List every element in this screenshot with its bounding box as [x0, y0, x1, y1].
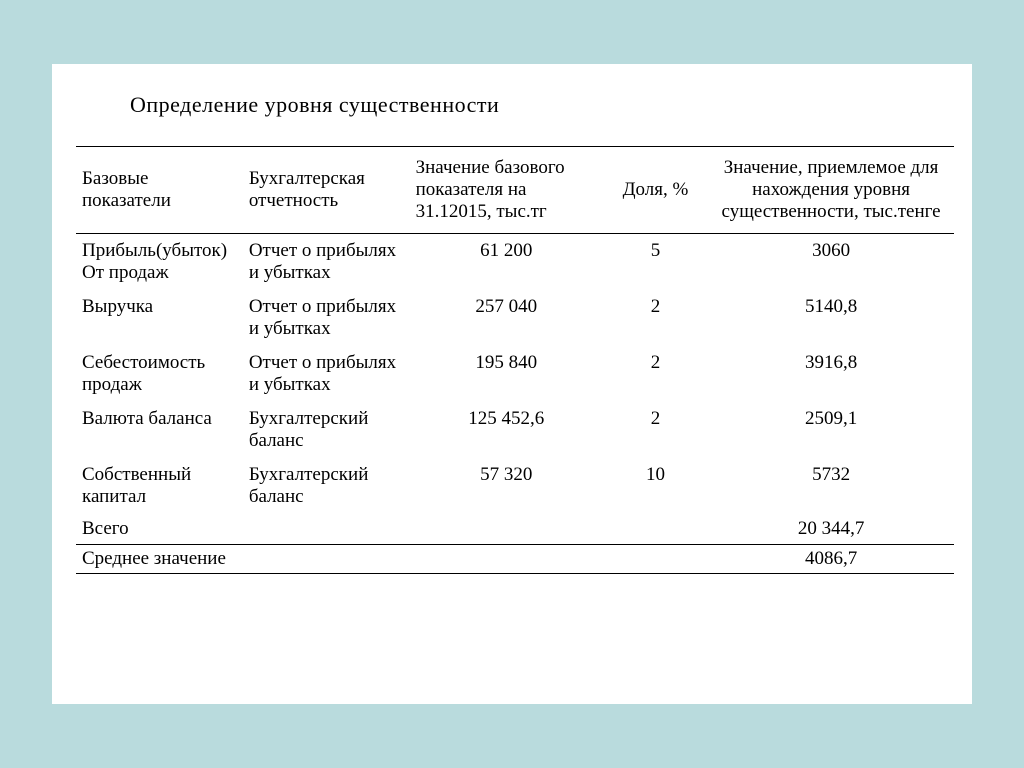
cell-report: Отчет о прибылях и убытках	[243, 234, 410, 291]
table-row: Выручка Отчет о прибылях и убытках 257 0…	[76, 290, 954, 346]
table-row: Собственный капитал Бухгалтерский баланс…	[76, 458, 954, 514]
cell-acceptable: 5732	[708, 458, 954, 514]
cell-base-value: 125 452,6	[410, 402, 603, 458]
cell-indicator: Себестоимость продаж	[76, 346, 243, 402]
page-title: Определение уровня существенности	[130, 92, 954, 118]
cell-acceptable: 2509,1	[708, 402, 954, 458]
cell-base-value: 195 840	[410, 346, 603, 402]
cell-report: Отчет о прибылях и убытках	[243, 290, 410, 346]
cell-base-value: 61 200	[410, 234, 603, 291]
average-row: Среднее значение 4086,7	[76, 545, 954, 574]
total-value: 20 344,7	[708, 514, 954, 545]
col-header-report: Бухгалтерская отчетность	[243, 147, 410, 234]
cell-indicator: Валюта баланса	[76, 402, 243, 458]
col-header-share: Доля, %	[603, 147, 708, 234]
cell-report: Бухгалтерский баланс	[243, 458, 410, 514]
col-header-acceptable: Значение, приемлемое для нахождения уров…	[708, 147, 954, 234]
materiality-table: Базовые показатели Бухгалтерская отчетно…	[76, 146, 954, 574]
total-row: Всего 20 344,7	[76, 514, 954, 545]
cell-share: 2	[603, 402, 708, 458]
total-label: Всего	[76, 514, 243, 545]
cell-share: 10	[603, 458, 708, 514]
table-row: Себестоимость продаж Отчет о прибылях и …	[76, 346, 954, 402]
cell-report: Бухгалтерский баланс	[243, 402, 410, 458]
col-header-indicator: Базовые показатели	[76, 147, 243, 234]
col-header-base-value: Значение базового показателя на 31.12015…	[410, 147, 603, 234]
average-value: 4086,7	[708, 545, 954, 574]
average-label: Среднее значение	[76, 545, 243, 574]
cell-acceptable: 3916,8	[708, 346, 954, 402]
table-header-row: Базовые показатели Бухгалтерская отчетно…	[76, 147, 954, 234]
table-row: Прибыль(убыток) От продаж Отчет о прибыл…	[76, 234, 954, 291]
cell-share: 2	[603, 290, 708, 346]
table-row: Валюта баланса Бухгалтерский баланс 125 …	[76, 402, 954, 458]
cell-indicator: Собственный капитал	[76, 458, 243, 514]
cell-acceptable: 3060	[708, 234, 954, 291]
cell-acceptable: 5140,8	[708, 290, 954, 346]
cell-base-value: 57 320	[410, 458, 603, 514]
document-page: Определение уровня существенности Базовы…	[52, 64, 972, 704]
cell-share: 5	[603, 234, 708, 291]
cell-indicator: Прибыль(убыток) От продаж	[76, 234, 243, 291]
cell-report: Отчет о прибылях и убытках	[243, 346, 410, 402]
cell-base-value: 257 040	[410, 290, 603, 346]
cell-indicator: Выручка	[76, 290, 243, 346]
cell-share: 2	[603, 346, 708, 402]
